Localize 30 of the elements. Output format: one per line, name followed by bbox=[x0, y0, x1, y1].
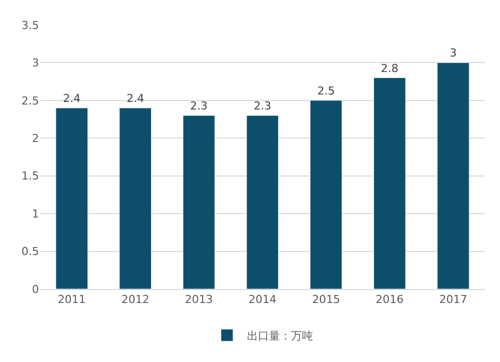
x-tick-label: 2011 bbox=[58, 293, 86, 306]
data-label: 2.8 bbox=[380, 62, 398, 75]
x-tick-label: 2016 bbox=[376, 293, 404, 306]
data-label: 3 bbox=[450, 46, 457, 60]
legend-label: 出口量：万吨 bbox=[247, 329, 313, 342]
data-label: 2.4 bbox=[126, 92, 144, 105]
data-label: 2.3 bbox=[254, 100, 272, 113]
y-tick-label: 1.5 bbox=[22, 170, 39, 183]
x-tick-label: 2015 bbox=[312, 293, 340, 306]
data-label: 2.3 bbox=[190, 100, 208, 113]
bar bbox=[437, 62, 470, 289]
bar bbox=[374, 78, 406, 289]
x-tick-label: 2017 bbox=[439, 293, 468, 306]
y-tick-label: 3.5 bbox=[22, 18, 39, 32]
bar bbox=[310, 100, 342, 289]
y-tick-label: 1 bbox=[32, 207, 39, 220]
y-tick-label: 3 bbox=[32, 56, 39, 70]
y-tick-label: 2.5 bbox=[22, 94, 39, 108]
x-tick-label: 2012 bbox=[121, 293, 150, 306]
x-tick-label: 2014 bbox=[248, 293, 276, 306]
bar bbox=[119, 108, 152, 289]
x-tick-label: 2013 bbox=[184, 293, 213, 306]
data-label: 2.4 bbox=[63, 92, 81, 105]
y-tick-label: 0 bbox=[32, 282, 39, 296]
y-tick-label: 0.5 bbox=[22, 245, 39, 258]
bar bbox=[182, 115, 216, 289]
bar bbox=[246, 115, 279, 289]
y-tick-label: 2 bbox=[32, 132, 39, 145]
bar bbox=[56, 108, 88, 289]
data-label: 2.5 bbox=[317, 84, 335, 98]
